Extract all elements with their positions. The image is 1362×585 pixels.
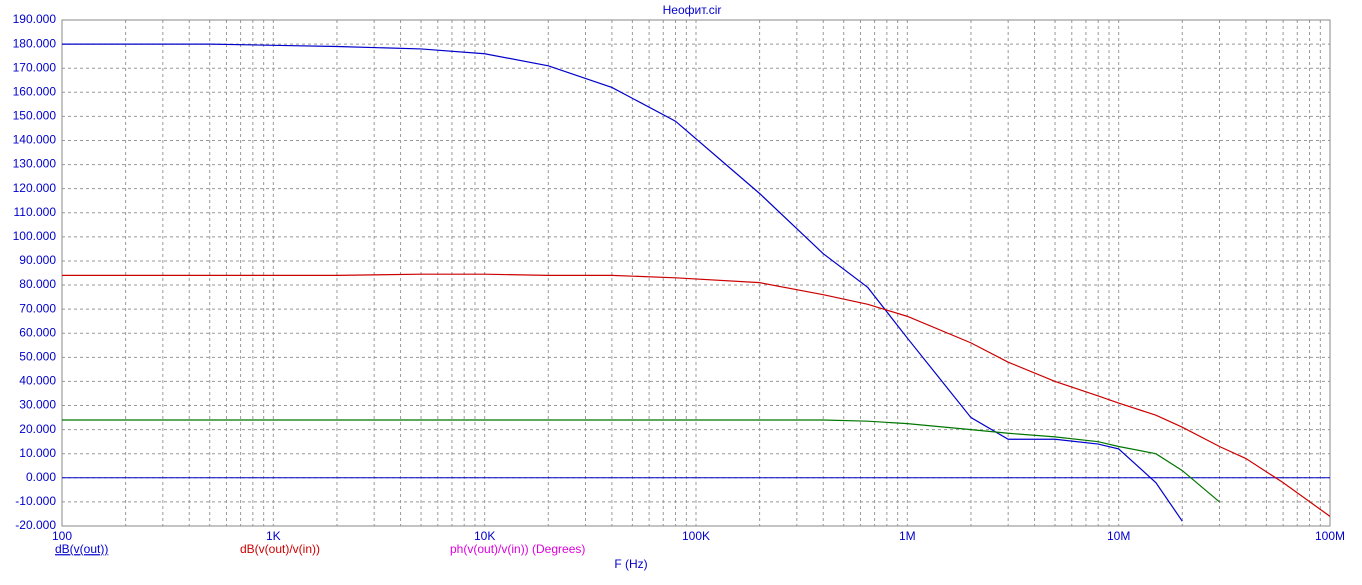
y-tick-label: 80.000	[19, 277, 56, 291]
y-tick-label: 90.000	[19, 253, 56, 267]
y-tick-label: 70.000	[19, 301, 56, 315]
legend-label: dB(v(out))	[55, 542, 108, 556]
x-axis-label: F (Hz)	[614, 557, 647, 571]
series-line	[62, 43, 1183, 522]
y-tick-label: 110.000	[14, 205, 57, 219]
y-tick-label: 30.000	[19, 398, 56, 412]
y-tick-label: 60.000	[19, 325, 56, 339]
chart-title: Неофит.cir	[663, 3, 722, 17]
y-tick-label: 20.000	[19, 422, 56, 436]
y-tick-label: 0.000	[26, 470, 56, 484]
legend-label: dB(v(out)/v(in))	[240, 542, 320, 556]
y-tick-label: 50.000	[19, 350, 56, 364]
x-tick-label: 1M	[899, 529, 916, 543]
series-line	[62, 273, 1330, 517]
y-tick-label: 40.000	[19, 374, 56, 388]
plot-border	[61, 19, 1331, 527]
legend-label: ph(v(out)/v(in)) (Degrees)	[450, 542, 585, 556]
y-tick-label: 130.000	[13, 157, 57, 171]
y-tick-label: 140.000	[13, 133, 57, 147]
x-tick-label: 10M	[1107, 529, 1130, 543]
x-tick-label: 100K	[682, 529, 710, 543]
y-tick-label: 120.000	[13, 181, 57, 195]
y-tick-label: -10.000	[15, 494, 56, 508]
y-tick-label: -20.000	[15, 518, 56, 532]
series-line	[62, 419, 1220, 503]
x-tick-label: 1K	[266, 529, 281, 543]
y-tick-label: 190.000	[13, 12, 57, 26]
y-tick-label: 100.000	[13, 229, 57, 243]
x-tick-label: 100	[52, 529, 72, 543]
x-tick-label: 10K	[474, 529, 495, 543]
y-tick-label: 170.000	[13, 60, 57, 74]
y-tick-label: 160.000	[13, 84, 57, 98]
y-tick-label: 10.000	[19, 446, 56, 460]
y-tick-label: 180.000	[13, 36, 57, 50]
y-tick-label: 150.000	[13, 109, 57, 123]
x-tick-label: 100M	[1315, 529, 1345, 543]
